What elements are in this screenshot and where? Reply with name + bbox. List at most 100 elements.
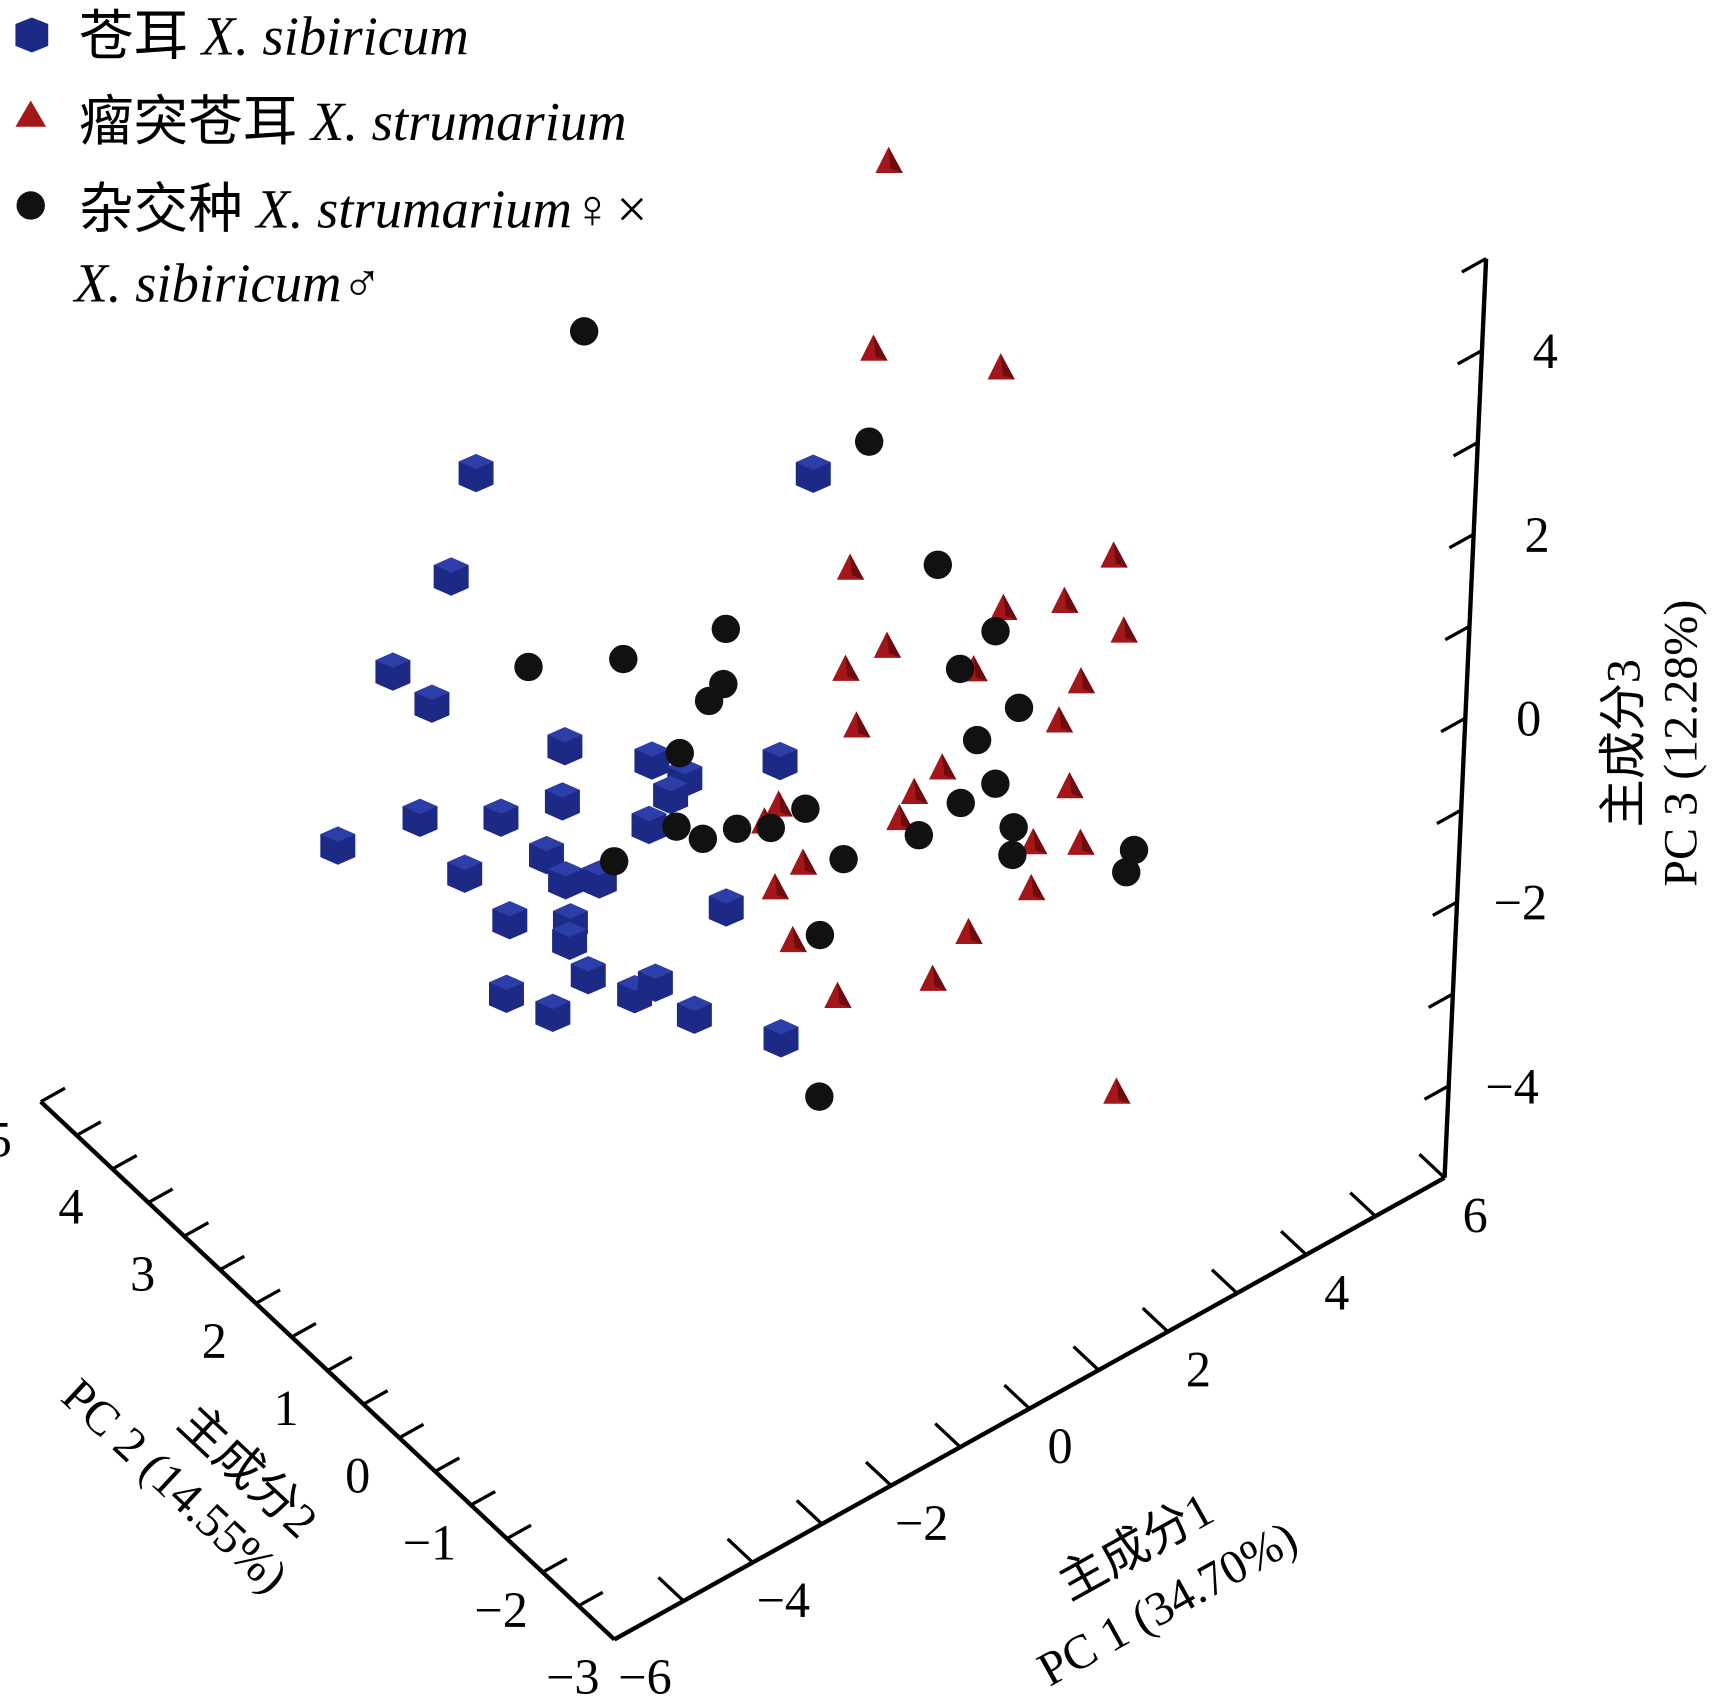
cube-point <box>544 782 580 821</box>
y-tick-label: 3 <box>130 1246 155 1302</box>
x-tick-label: 6 <box>1463 1187 1488 1243</box>
circle-point <box>711 614 741 644</box>
legend-item-hybrid: 杂交种 X. strumarium♀× X. sibiricum♂ <box>16 178 650 314</box>
triangle-shade <box>1113 541 1128 568</box>
x-axis-title: 主成分1 PC 1 (34.70%) <box>1029 1483 1306 1697</box>
y-tick-label: 4 <box>58 1179 83 1235</box>
cube-point <box>653 775 689 815</box>
y-tick-label: 0 <box>345 1447 370 1503</box>
triangle-point <box>1056 772 1084 799</box>
cube-point <box>570 956 606 995</box>
triangle-point <box>1051 586 1079 613</box>
cube-point <box>489 974 524 1013</box>
z-axis-title-cn: 主成分3 <box>1598 659 1651 827</box>
cube-point <box>637 963 673 1002</box>
triangle-point <box>761 873 790 900</box>
x-axis-tick <box>864 1460 893 1487</box>
cube-top <box>447 854 483 870</box>
y-axis-tick <box>470 1490 496 1507</box>
cube-point <box>483 798 519 837</box>
y-tick-label: 1 <box>273 1380 298 1436</box>
triangle-point <box>1103 1077 1131 1104</box>
legend-label-cn: 杂交种 <box>79 178 243 239</box>
x-axis-tick <box>1279 1229 1308 1256</box>
cube-point <box>375 652 411 691</box>
y-axis-title: 主成分2 PC 2 (14.55%) <box>52 1369 328 1604</box>
cube-top <box>631 805 667 822</box>
cube-top <box>402 798 438 815</box>
cube-top <box>676 995 712 1011</box>
legend-label: 杂交种 X. strumarium♀× <box>79 178 650 239</box>
z-axis-tick <box>1427 992 1454 1009</box>
circle-point <box>923 550 953 580</box>
cube-point <box>795 454 831 493</box>
x-axis-tick <box>1072 1345 1100 1372</box>
z-axis-tick <box>1419 1176 1446 1193</box>
cube-top <box>489 974 524 991</box>
y-axis-tick <box>219 1254 246 1272</box>
cube-point <box>492 901 528 940</box>
circle-point <box>694 686 724 716</box>
triangle-point <box>955 917 983 945</box>
z-axis-tick <box>1436 808 1462 825</box>
cube-point <box>402 798 438 838</box>
x-axis-tick <box>1141 1306 1169 1333</box>
circle-point <box>688 824 718 854</box>
legend-label-latin: X. strumarium♀× <box>254 178 649 239</box>
triangle-marker-icon <box>15 100 47 127</box>
triangle-point <box>990 593 1018 620</box>
y-tick-label: −1 <box>403 1515 456 1571</box>
z-tick-label: −4 <box>1485 1058 1538 1114</box>
y-axis-tick <box>434 1456 461 1473</box>
triangle-point <box>1100 541 1128 568</box>
cube-point <box>458 453 494 493</box>
cube-top <box>492 901 528 917</box>
x-axis-tick <box>795 1499 824 1526</box>
triangle-shade <box>968 917 983 945</box>
circle-point <box>946 788 975 818</box>
y-axis-tick <box>183 1221 210 1238</box>
circle-point <box>829 844 858 874</box>
legend-label-cn: 瘤突苍耳 <box>79 91 298 152</box>
circle-point <box>981 617 1010 646</box>
circle-point <box>854 427 884 456</box>
triangle-point <box>1067 828 1095 855</box>
cube-top <box>528 835 564 852</box>
circle-marker-icon <box>16 191 45 220</box>
z-axis-tick <box>1452 440 1479 458</box>
z-tick-label: −2 <box>1494 874 1547 930</box>
circle-point <box>999 813 1028 842</box>
triangle-shade <box>1064 586 1079 613</box>
y-axis-tick <box>613 1624 640 1641</box>
triangle-point <box>919 964 947 991</box>
x-axis-tick <box>588 1614 616 1641</box>
triangle-point <box>1017 874 1046 901</box>
cube-point <box>631 805 667 845</box>
cube-top <box>483 798 519 814</box>
cube-point <box>634 741 670 780</box>
circle-point <box>756 813 786 843</box>
cube-marker-icon <box>15 17 49 53</box>
y-tick-label: 2 <box>202 1313 227 1369</box>
triangle-shade <box>899 803 914 831</box>
circle-point <box>904 821 934 850</box>
circle-point <box>665 738 694 768</box>
y-axis-tick <box>398 1422 425 1440</box>
z-tick-label: 0 <box>1516 691 1541 747</box>
cube-point <box>547 727 583 766</box>
cube-point <box>552 921 588 960</box>
cube-top <box>637 963 673 979</box>
triangle-point <box>1067 667 1096 694</box>
x-axis-tick <box>726 1537 754 1564</box>
z-axis-tick <box>1444 624 1471 642</box>
cube-point <box>762 741 798 781</box>
x-axis-tick <box>1003 1383 1031 1410</box>
legend-label-cn: 苍耳 <box>79 6 188 67</box>
triangle-point <box>843 711 871 738</box>
cube-top <box>320 826 356 842</box>
legend-label-latin: X. sibiricum <box>200 6 469 67</box>
cube-point <box>548 861 584 900</box>
z-tick-label: 4 <box>1533 323 1558 379</box>
z-axis-title: 主成分3 PC 3 (12.28%) <box>1598 600 1708 887</box>
circle-point <box>599 847 629 876</box>
